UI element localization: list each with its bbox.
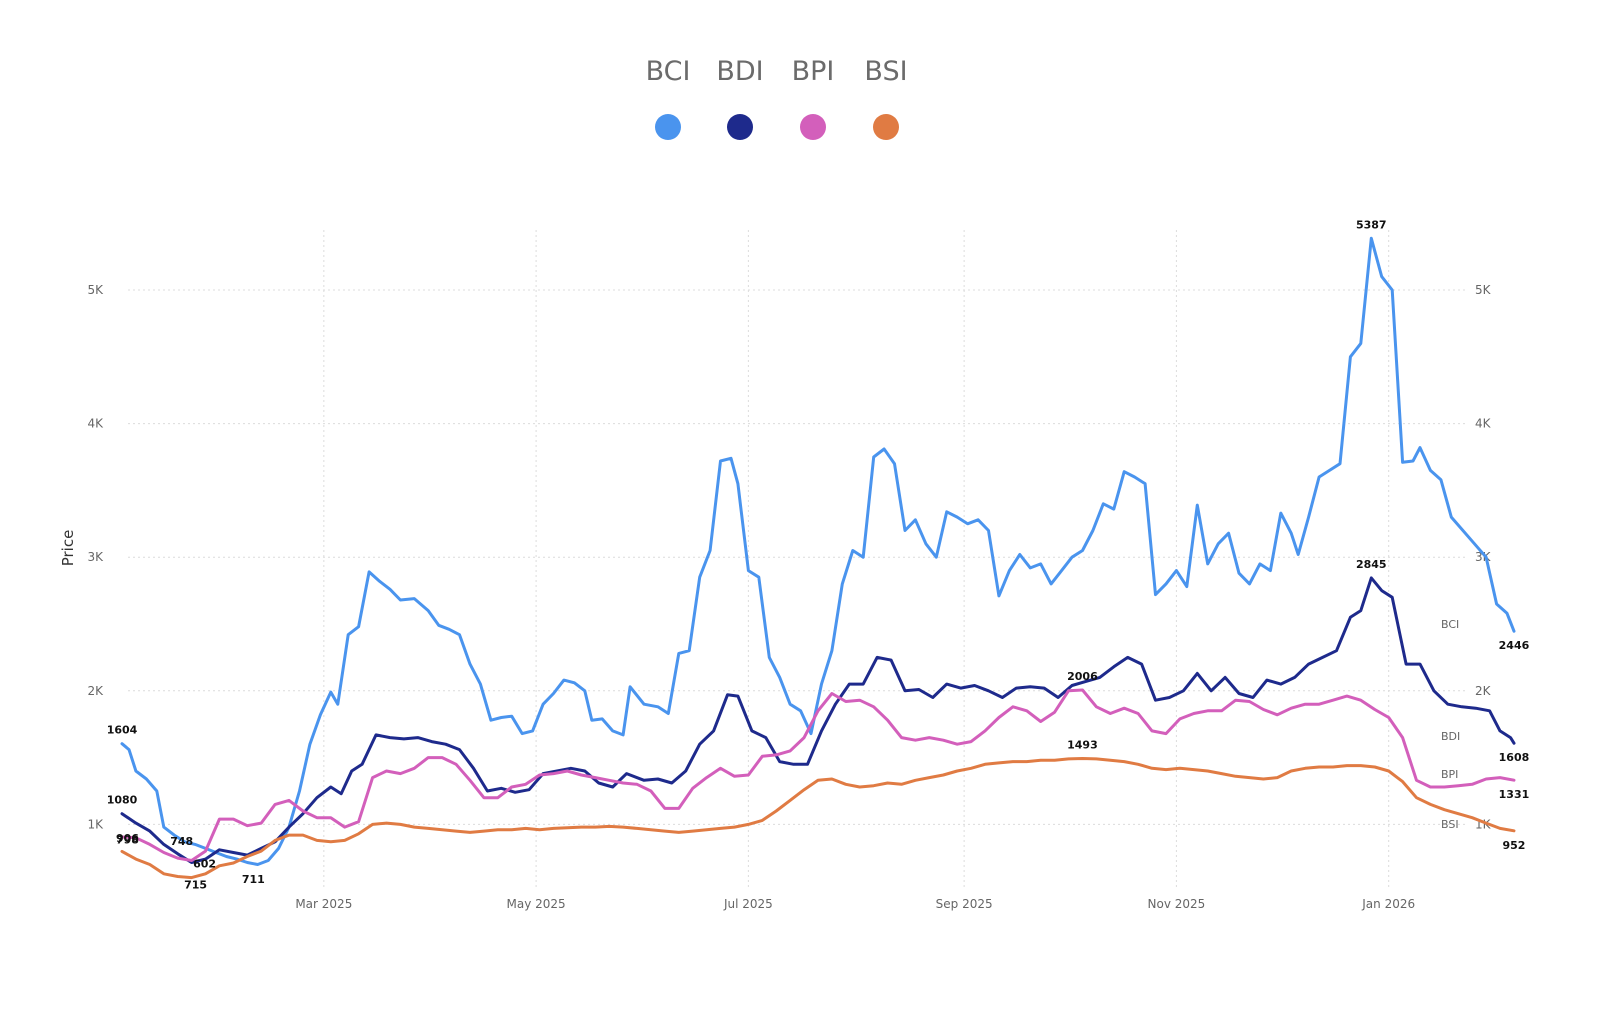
- series-end-label-bci: BCI: [1441, 618, 1459, 631]
- series-line-bsi[interactable]: [120, 757, 1516, 880]
- series-end-label-bpi: BPI: [1441, 768, 1458, 781]
- data-label-bdi: 1608: [1499, 751, 1530, 764]
- data-label-bpi: 1331: [1499, 788, 1530, 801]
- data-label-bpi: 748: [170, 835, 193, 848]
- y-tick-label-left: 5K: [87, 283, 104, 297]
- series-line-bpi[interactable]: [120, 688, 1516, 862]
- legend-label-bsi: BSI: [864, 56, 907, 87]
- y-tick-label-left: 2K: [87, 684, 104, 698]
- data-label-bpi: 2006: [1067, 670, 1098, 683]
- data-label-bdi: 2845: [1356, 558, 1387, 571]
- data-label-bsi: 798: [116, 833, 139, 846]
- data-label-bci: 1604: [107, 724, 138, 737]
- y-axis-title: Price: [59, 530, 77, 567]
- x-axis: Mar 2025 May 2025 Jul 2025 Sep 2025 Nov 2025…: [295, 897, 1415, 911]
- y-tick-label-left: 3K: [87, 550, 104, 564]
- data-label-bsi: 952: [1502, 839, 1525, 852]
- legend-label-bdi: BDI: [716, 56, 763, 87]
- legend: BCI BDI BPI BSI: [646, 56, 908, 140]
- x-tick-label: Mar 2025: [295, 897, 352, 911]
- data-label-bci: 5387: [1356, 218, 1387, 231]
- y-axis-left: 1K 2K 3K 4K 5K: [87, 283, 104, 831]
- y-tick-label-right: 2K: [1475, 684, 1492, 698]
- x-tick-label: May 2025: [507, 897, 566, 911]
- series-end-labels: BCI BDI BPI BSI: [1441, 618, 1460, 831]
- data-label-bdi: 1080: [107, 794, 138, 807]
- x-tick-label: Sep 2025: [936, 897, 993, 911]
- legend-label-bpi: BPI: [792, 56, 835, 87]
- legend-label-bci: BCI: [646, 56, 691, 87]
- data-label-bsi: 1493: [1067, 739, 1098, 752]
- x-tick-label: Nov 2025: [1148, 897, 1206, 911]
- data-label-bsi: 602: [193, 858, 216, 871]
- series-line-bci[interactable]: [120, 236, 1516, 866]
- data-label-bdi: 715: [184, 878, 207, 891]
- data-label-bpi: 906: [116, 832, 139, 845]
- legend-marker-bci[interactable]: [655, 114, 681, 140]
- x-tick-label: Jul 2025: [723, 897, 773, 911]
- y-tick-label-left: 1K: [87, 817, 104, 831]
- y-tick-label-right: 4K: [1475, 417, 1492, 431]
- data-label-bsi: 711: [242, 873, 265, 886]
- y-tick-label-left: 4K: [87, 417, 104, 431]
- legend-marker-bpi[interactable]: [800, 114, 826, 140]
- series-end-label-bdi: BDI: [1441, 730, 1460, 743]
- y-tick-label-right: 5K: [1475, 283, 1492, 297]
- gridlines: [128, 230, 1468, 890]
- legend-marker-bsi[interactable]: [873, 114, 899, 140]
- x-tick-label: Jan 2026: [1361, 897, 1415, 911]
- data-label-bci: 2446: [1499, 639, 1530, 652]
- series-end-label-bsi: BSI: [1441, 818, 1459, 831]
- legend-marker-bdi[interactable]: [727, 114, 753, 140]
- series-line-bdi[interactable]: [120, 576, 1516, 864]
- series-lines: [120, 236, 1516, 880]
